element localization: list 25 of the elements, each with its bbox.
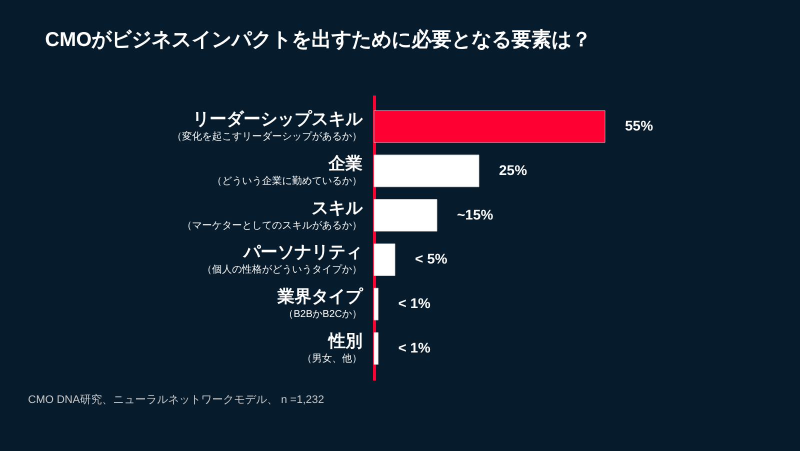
y-tick-label: リーダーシップスキル bbox=[192, 110, 364, 129]
data-label: < 1% bbox=[398, 339, 432, 356]
data-label: ~15% bbox=[457, 206, 494, 222]
text: （マーケターとしてのスキルがあるか） bbox=[182, 220, 362, 232]
text: （男女、他） bbox=[302, 352, 362, 364]
data-label: < 5% bbox=[415, 250, 448, 267]
y-tick-label: 企業 bbox=[328, 154, 362, 173]
text: （個人の性格がどういうタイプか） bbox=[202, 264, 362, 276]
bar bbox=[374, 243, 396, 276]
y-tick-label: 業界タイプ bbox=[276, 287, 364, 306]
data-label: 55% bbox=[625, 118, 654, 134]
text: CMO DNA研究、ニューラルネットワークモデル、 n =1,232 bbox=[28, 393, 324, 406]
text: （変化を起こすリーダーシップがあるか） bbox=[172, 130, 362, 143]
text: （どういう企業に勤めているか） bbox=[212, 174, 362, 187]
bar bbox=[374, 199, 438, 232]
bar bbox=[374, 154, 480, 188]
y-tick-label: パーソナリティ bbox=[242, 242, 362, 262]
bar bbox=[374, 332, 378, 365]
y-tick-label: 性別 bbox=[328, 331, 362, 350]
y-tick-label: スキル bbox=[312, 198, 364, 218]
data-label: 25% bbox=[499, 162, 528, 178]
data-label: < 1% bbox=[398, 295, 432, 312]
text: （B2BかB2Cか） bbox=[284, 309, 362, 320]
chart-title: CMOがビジネスインパクトを出すために必要となる要素は？ bbox=[45, 28, 592, 51]
bar bbox=[374, 288, 378, 320]
